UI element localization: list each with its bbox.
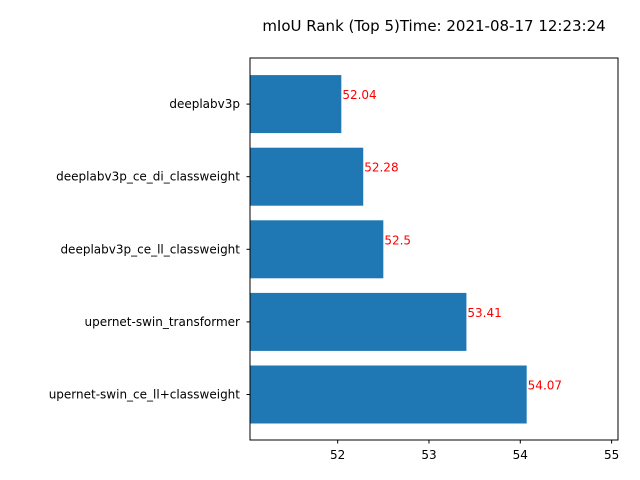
data-label-4: 52.04 — [342, 88, 376, 102]
data-label-3: 52.28 — [364, 161, 398, 175]
bar-0 — [250, 365, 527, 424]
x-tick-label-2: 54 — [513, 448, 528, 462]
category-label-3: deeplabv3p_ce_di_classweight — [56, 170, 240, 184]
category-label-2: deeplabv3p_ce_ll_classweight — [60, 242, 240, 256]
x-tick-label-1: 53 — [421, 448, 436, 462]
data-label-2: 52.5 — [384, 233, 411, 247]
bar-1 — [250, 292, 467, 351]
bar-4 — [250, 75, 342, 134]
y-axis: upernet-swin_ce_ll+classweight upernet-sw… — [49, 97, 250, 402]
data-label-0: 54.07 — [528, 379, 562, 393]
x-axis: 52 53 54 55 — [330, 440, 619, 462]
category-label-0: upernet-swin_ce_ll+classweight — [49, 388, 241, 402]
bars-group — [250, 75, 527, 424]
category-label-1: upernet-swin_transformer — [84, 315, 240, 329]
x-tick-label-3: 55 — [604, 448, 619, 462]
data-label-1: 53.41 — [467, 306, 501, 320]
value-labels-group: 54.07 53.41 52.5 52.28 52.04 — [342, 88, 562, 392]
bar-2 — [250, 220, 384, 279]
x-tick-label-0: 52 — [330, 448, 345, 462]
category-label-4: deeplabv3p — [169, 97, 240, 111]
bar-3 — [250, 147, 364, 206]
chart-title: mIoU Rank (Top 5)Time: 2021-08-17 12:23:… — [262, 17, 605, 35]
